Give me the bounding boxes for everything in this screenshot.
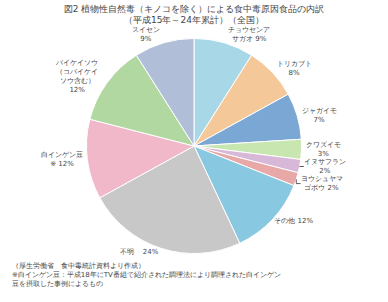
svg-text:スイセン9%: スイセン9% <box>132 26 160 43</box>
svg-text:チョウセンアサガオ 9%: チョウセンアサガオ 9% <box>228 26 270 43</box>
svg-text:イヌサフラン2%: イヌサフラン2% <box>304 158 346 175</box>
svg-text:トリカブト8%: トリカブト8% <box>277 60 312 77</box>
svg-text:図2 植物性自然毒（キノコを除く）による食中毒原因食品の内訳: 図2 植物性自然毒（キノコを除く）による食中毒原因食品の内訳（平成15年～24年… <box>64 4 325 26</box>
svg-text:その他 12%: その他 12% <box>274 217 313 225</box>
svg-text:ヨウシュヤマゴボウ 2%: ヨウシュヤマゴボウ 2% <box>301 175 343 192</box>
svg-text:白インゲン豆※ 12%: 白インゲン豆※ 12% <box>41 151 83 168</box>
svg-text:（厚生労働省 食中毒統計資料より作成）※白インゲン豆：平成1: （厚生労働省 食中毒統計資料より作成）※白インゲン豆：平成18年にTV番組で紹介… <box>12 262 281 288</box>
svg-text:バイケイソウ（コバイケイソウ含む）12%: バイケイソウ（コバイケイソウ含む）12% <box>55 59 98 94</box>
svg-text:ジャガイモ7%: ジャガイモ7% <box>302 107 337 124</box>
svg-text:不明 24%: 不明 24% <box>120 248 159 256</box>
svg-text:クワズイモ3%: クワズイモ3% <box>306 141 341 158</box>
